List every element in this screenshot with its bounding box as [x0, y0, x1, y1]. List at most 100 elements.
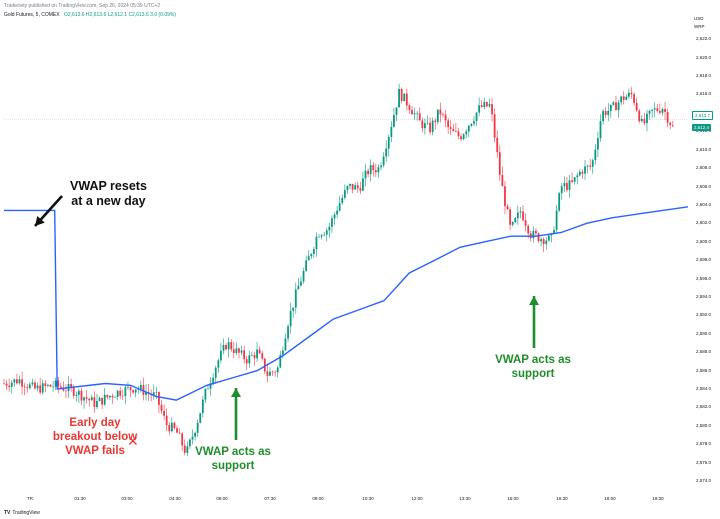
- candle-body: [292, 307, 295, 311]
- candle-body: [457, 131, 460, 137]
- candle-body: [300, 281, 302, 286]
- candle-body: [666, 111, 669, 123]
- price-tick-label: 2,620.0: [696, 54, 712, 60]
- candle-body: [57, 380, 60, 387]
- candle-body: [607, 110, 610, 116]
- price-tick-label: 2,596.0: [696, 275, 712, 281]
- candle-body: [235, 348, 238, 354]
- candle-body: [651, 109, 654, 111]
- candle-body: [196, 422, 199, 433]
- candle-body: [80, 390, 83, 401]
- candle-body: [586, 165, 589, 167]
- candle-body: [3, 383, 5, 385]
- candle-body: [310, 254, 313, 257]
- candle-body: [436, 109, 439, 122]
- candle-body: [96, 401, 98, 408]
- price-scale[interactable]: 2,622.02,620.02,618.02,616.02,614.02,612…: [688, 14, 720, 494]
- candle-body: [207, 388, 209, 390]
- candle-body: [189, 439, 191, 447]
- candle-body: [367, 170, 369, 175]
- candle-body: [444, 114, 447, 121]
- candle-body: [52, 386, 54, 388]
- price-tick-label: 2,586.0: [696, 367, 712, 373]
- candle-body: [124, 387, 127, 397]
- candle-body: [387, 136, 390, 149]
- candle-body: [560, 186, 563, 194]
- candle-body: [514, 218, 517, 223]
- candle-body: [576, 175, 579, 178]
- candle-body: [535, 230, 537, 234]
- candle-body: [101, 397, 104, 405]
- candle-body: [204, 388, 207, 400]
- time-tick-label: 06:00: [216, 496, 228, 501]
- candle-body: [173, 422, 176, 429]
- candle-body: [465, 131, 468, 135]
- candle-body: [429, 122, 431, 133]
- candle-body: [186, 446, 189, 453]
- candle-body: [488, 104, 491, 107]
- candle-body: [139, 385, 142, 390]
- price-tick-label: 2,584.0: [696, 386, 712, 392]
- candle-body: [625, 96, 628, 100]
- candle-body: [498, 152, 501, 175]
- candle-body: [227, 342, 230, 350]
- price-tick-label: 2,598.0: [696, 257, 712, 263]
- candle-body: [638, 110, 641, 122]
- tradingview-logo-icon: TV: [4, 510, 11, 516]
- annotation-support-1: VWAP acts as support: [195, 446, 271, 472]
- candle-body: [380, 165, 382, 168]
- candle-body: [26, 387, 29, 389]
- candle-body: [294, 289, 297, 308]
- symbol-name[interactable]: Gold Futures, 5, COMEX: [4, 12, 60, 18]
- candle-body: [176, 428, 178, 433]
- candle-body: [325, 230, 328, 235]
- candle-body: [390, 126, 393, 137]
- candle-body: [155, 391, 158, 393]
- candle-body: [620, 96, 623, 103]
- candle-body: [664, 109, 666, 112]
- price-tick-label: 2,592.0: [696, 312, 712, 318]
- candle-body: [108, 395, 111, 398]
- candle-body: [256, 349, 258, 359]
- price-tick-label: 2,588.0: [696, 349, 712, 355]
- candle-body: [214, 367, 217, 378]
- candle-body: [145, 391, 147, 395]
- candle-body: [336, 210, 339, 215]
- candle-body: [615, 102, 617, 111]
- candle-body: [238, 348, 240, 353]
- price-scale-currency[interactable]: USD: [694, 16, 704, 21]
- candle-body: [323, 234, 326, 236]
- candle-body: [90, 397, 93, 401]
- candle-body: [403, 93, 406, 102]
- price-tick-label: 2,574.0: [696, 478, 712, 484]
- candle-body: [302, 270, 305, 282]
- candle-body: [349, 183, 351, 186]
- candle-body: [248, 355, 251, 364]
- price-tick-label: 2,602.0: [696, 220, 712, 226]
- symbol-legend: Gold Futures, 5, COMEX O2,613.6 H2,613.6…: [4, 12, 176, 18]
- candle-body: [395, 107, 398, 115]
- candle-body: [165, 415, 168, 426]
- candle-body: [519, 211, 522, 213]
- candle-body: [83, 397, 85, 401]
- price-tick-label: 2,618.0: [696, 73, 712, 79]
- arrow-vwap-reset-head: [35, 215, 45, 226]
- candle-body: [540, 239, 543, 242]
- candle-body: [364, 170, 367, 179]
- candle-body: [377, 167, 380, 173]
- time-axis[interactable]: TR 01:30 03:00 04:30 06:00 07:30 09:00 10:30 12:…: [0, 496, 720, 508]
- candle-body: [470, 123, 473, 126]
- candle-body: [111, 395, 114, 398]
- candle-body: [284, 338, 287, 351]
- candle-body: [418, 113, 421, 121]
- candle-body: [411, 109, 413, 115]
- candle-body: [168, 425, 171, 432]
- candle-body: [39, 385, 42, 393]
- price-tag-current: 2,612.4: [692, 124, 712, 131]
- candle-body: [209, 383, 212, 389]
- arrow-support-1-head: [231, 388, 241, 397]
- candle-body: [266, 371, 269, 376]
- candle-body: [555, 210, 558, 230]
